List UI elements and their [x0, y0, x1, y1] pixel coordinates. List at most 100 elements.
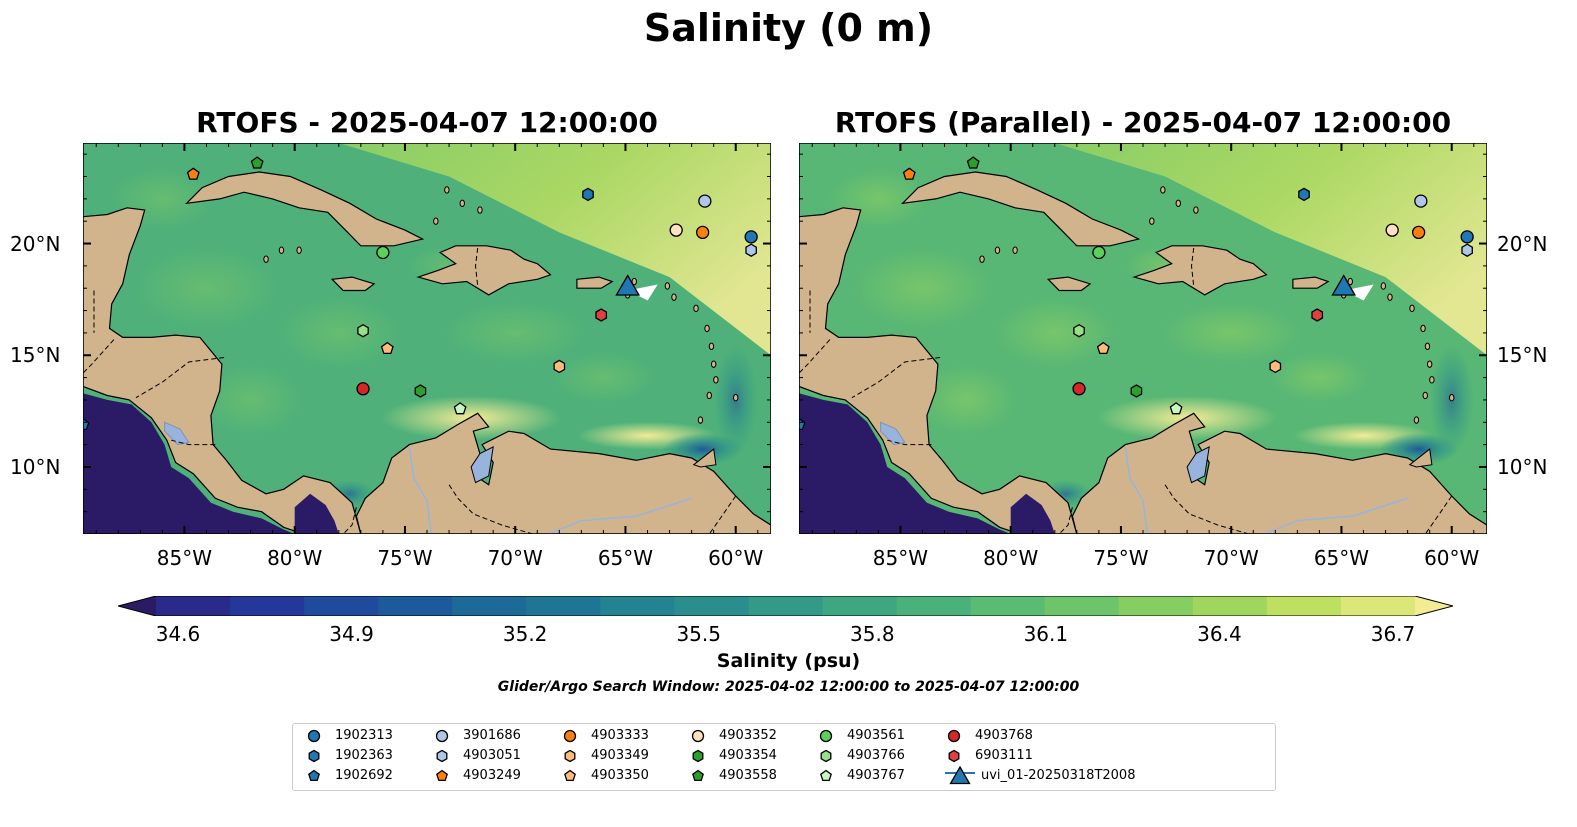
legend-symbol — [947, 729, 961, 743]
float-marker-4903349 — [1269, 359, 1282, 374]
float-marker-4903352 — [669, 223, 683, 237]
legend-marker — [948, 749, 960, 763]
legend-label: 4903051 — [463, 748, 521, 763]
legend-symbol — [435, 729, 449, 743]
float-marker-4903249 — [902, 167, 916, 180]
legend-symbol — [564, 769, 576, 782]
float-marker-4903354 — [414, 384, 427, 398]
float-marker-1902313 — [1460, 230, 1474, 244]
colorbar-tick-label: 35.5 — [676, 622, 721, 646]
land-south-america — [1071, 412, 1487, 534]
colorbar-tick-label: 35.2 — [502, 622, 548, 646]
colorbar-segment — [600, 596, 676, 616]
legend-marker — [819, 729, 833, 743]
gulf-of-panama — [1010, 493, 1055, 534]
border-colombia-venezuela — [1164, 484, 1249, 534]
colorbar-segment — [452, 596, 527, 616]
float-marker-1902313 — [744, 230, 758, 244]
x-tick-label: 60°W — [708, 546, 764, 570]
y-tick-label-left: 15°N — [10, 343, 61, 368]
y-tick-label-right: 10°N — [1497, 454, 1548, 479]
colorbar-label: Salinity (psu) — [716, 650, 861, 672]
small-island — [979, 255, 985, 263]
legend-symbol — [563, 729, 577, 743]
small-island — [708, 342, 715, 351]
x-tick-label: 70°W — [487, 546, 543, 570]
small-island — [671, 293, 677, 301]
legend-symbol — [820, 749, 832, 763]
legend-label: 1902692 — [335, 768, 393, 783]
salinity-eddy — [200, 364, 301, 435]
legend-marker — [947, 729, 961, 743]
y-tick-label-right: 20°N — [1497, 231, 1548, 256]
legend-label: uvi_01-20250318T2008 — [981, 768, 1136, 783]
legend-label: 4903349 — [591, 748, 649, 763]
colorbar-segment — [1340, 596, 1416, 616]
colorbar-tick-label: 35.8 — [850, 622, 895, 646]
map-canvas — [799, 143, 1487, 534]
legend-symbol — [692, 769, 704, 782]
small-island — [1424, 342, 1431, 351]
legend-marker — [436, 749, 448, 763]
float-marker-4903350 — [380, 341, 394, 355]
pacific-ocean-low-salinity — [83, 393, 295, 534]
land-puerto-rico — [576, 276, 614, 289]
small-island — [296, 246, 302, 254]
legend-symbol — [308, 749, 320, 763]
colorbar-extend-max — [1415, 596, 1453, 616]
small-island — [706, 391, 712, 400]
float-marker-1902363 — [582, 187, 594, 202]
x-tick-label: 85°W — [872, 546, 929, 570]
small-island — [1380, 282, 1387, 290]
legend-symbol — [691, 729, 705, 743]
colorbar-tick-label: 34.9 — [329, 622, 374, 646]
small-island — [278, 246, 285, 254]
colorbar-segment — [970, 596, 1046, 616]
land-hispaniola — [416, 245, 552, 296]
legend-label: 1902363 — [335, 748, 393, 763]
colorbar-segment — [378, 596, 453, 616]
colorbar-segment — [156, 596, 231, 616]
land-trinidad — [692, 448, 717, 468]
small-island — [693, 304, 699, 313]
land-jamaica — [330, 276, 376, 292]
legend-marker — [308, 769, 320, 782]
border-honduras-nicaragua — [135, 357, 225, 399]
small-island — [1387, 293, 1393, 301]
x-tick-label: 75°W — [1093, 546, 1149, 570]
small-island — [704, 324, 710, 333]
colorbar-tick-label: 36.1 — [1023, 622, 1069, 646]
salinity-eddy — [136, 248, 277, 329]
colorbar-segment — [230, 596, 305, 616]
land-hispaniola — [1132, 245, 1268, 296]
salinity-eddy — [553, 352, 654, 403]
small-island — [697, 416, 704, 424]
small-island — [710, 360, 717, 368]
land-jamaica — [1046, 276, 1092, 292]
small-island — [733, 394, 739, 402]
float-marker-4903558 — [966, 156, 980, 169]
border-honduras-nicaragua — [851, 357, 941, 399]
land-central-america — [83, 143, 362, 534]
x-tick-label: 70°W — [1203, 546, 1259, 570]
float-marker-4903333 — [695, 225, 710, 240]
colorbar-segment — [1044, 596, 1120, 616]
border-panama-colombia — [1058, 507, 1073, 534]
river-magdalena — [408, 446, 433, 534]
float-marker-4903051 — [1461, 243, 1473, 257]
float-marker-4903767 — [453, 402, 467, 415]
salinity-eddy — [1161, 302, 1302, 363]
colorbar-extend-min — [118, 596, 156, 616]
legend-symbol — [564, 749, 576, 763]
border-guatemala-honduras — [799, 339, 831, 374]
float-marker-4903561 — [1092, 245, 1106, 260]
panel-title-rtofs-parallel: RTOFS (Parallel) - 2025-04-07 12:00:00 — [834, 106, 1452, 139]
colorbar-segment — [896, 596, 972, 616]
float-marker-4903350 — [1096, 341, 1110, 355]
colorbar — [118, 596, 1453, 616]
legend-marker — [308, 749, 320, 763]
legend-marker — [563, 729, 577, 743]
legend-symbol — [948, 749, 960, 763]
land-puerto-rico — [1292, 276, 1330, 289]
legend-marker — [820, 749, 832, 763]
